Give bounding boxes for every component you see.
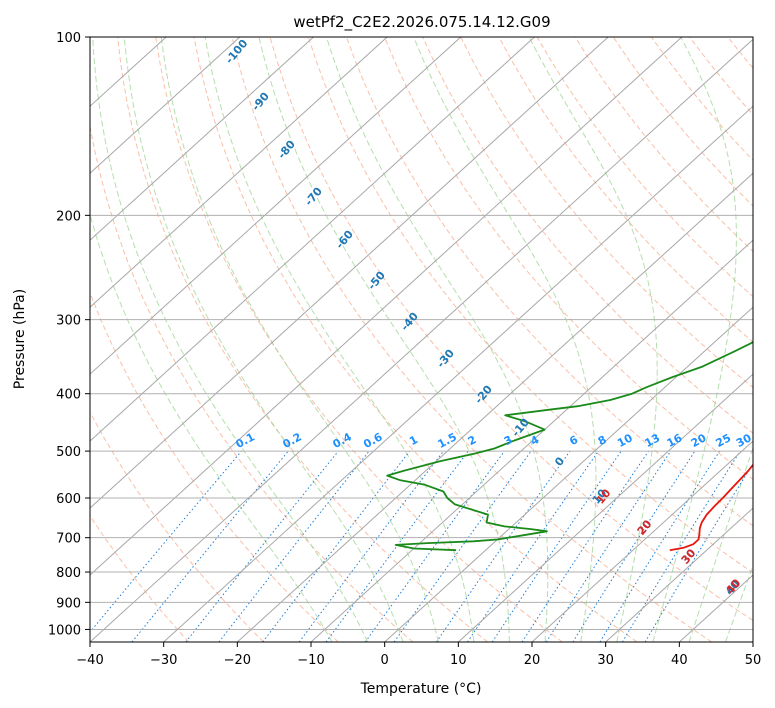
moist-adiabat-line bbox=[92, 37, 369, 642]
x-tick-label: −40 bbox=[76, 653, 103, 668]
dry-adiabat-line bbox=[269, 37, 753, 622]
x-axis-label: Temperature (°C) bbox=[360, 681, 482, 697]
isotherm-line bbox=[90, 37, 241, 174]
dry-adiabat-line bbox=[90, 411, 264, 642]
y-tick-label: 700 bbox=[56, 532, 81, 547]
y-tick-label: 900 bbox=[56, 596, 81, 611]
isotherm-line bbox=[90, 37, 609, 509]
mixing-ratio-line bbox=[90, 450, 242, 633]
moist-adiabat-line bbox=[90, 212, 333, 642]
isotherm-line bbox=[457, 373, 753, 642]
dry-adiabat-line bbox=[117, 37, 488, 642]
mixing-ratio-line bbox=[521, 450, 650, 642]
y-tick-label: 200 bbox=[56, 209, 81, 224]
mixing-ratio-label: 10 bbox=[615, 431, 635, 450]
y-tick-label: 300 bbox=[56, 314, 81, 329]
mixing-ratio-line bbox=[364, 450, 505, 642]
mixing-ratio-line bbox=[491, 450, 622, 642]
x-tick-label: 10 bbox=[450, 653, 467, 668]
dry-adiabat-line bbox=[766, 37, 775, 642]
mixing-ratio-line bbox=[545, 450, 672, 642]
dry-adiabat-line bbox=[307, 37, 753, 574]
isotherm-line bbox=[236, 172, 753, 642]
y-tick-label: 400 bbox=[56, 388, 81, 403]
isotherm-line bbox=[90, 37, 388, 308]
plot-frame bbox=[89, 36, 754, 643]
x-tick-label: 30 bbox=[597, 653, 614, 668]
dry-adiabat-line bbox=[345, 37, 753, 527]
dry-adiabat-line bbox=[155, 37, 563, 642]
mixing-ratio-line bbox=[435, 450, 571, 642]
moist-adiabat-line bbox=[123, 37, 404, 642]
moist-adiabat-line bbox=[258, 37, 510, 642]
mixing-ratio-label: 13 bbox=[643, 431, 663, 450]
profile-lines bbox=[386, 341, 753, 552]
dewpoint-profile-line bbox=[386, 341, 753, 552]
isotherm-line bbox=[605, 507, 753, 642]
mixing-ratio-line bbox=[131, 450, 289, 642]
mixing-ratio-line bbox=[621, 450, 741, 642]
y-axis: 100 200 300 400 500 600 700 800 900 1000 bbox=[48, 31, 90, 638]
x-tick-label: −30 bbox=[150, 653, 177, 668]
isotherm-line bbox=[90, 37, 314, 241]
dry-adiabat-line bbox=[536, 37, 753, 298]
moist-adiabat-line bbox=[160, 37, 439, 642]
background-lines bbox=[90, 37, 775, 642]
isotherm-line bbox=[752, 641, 753, 642]
moist-adiabat-line bbox=[688, 446, 753, 642]
y-tick-label: 800 bbox=[56, 566, 81, 581]
isotherm-line bbox=[90, 37, 462, 375]
moist-adiabat-line bbox=[413, 37, 597, 642]
x-tick-label: −20 bbox=[224, 653, 251, 668]
y-axis-label: Pressure (hPa) bbox=[12, 289, 28, 389]
x-tick-label: 40 bbox=[671, 653, 688, 668]
mixing-ratio-label: 30 bbox=[734, 431, 754, 450]
mixing-ratio-label: 16 bbox=[665, 431, 685, 450]
moist-adiabat-line bbox=[204, 37, 475, 642]
x-tick-label: 20 bbox=[524, 653, 541, 668]
chart-title: wetPf2_C2E2.2026.075.14.12.G09 bbox=[293, 13, 550, 32]
isotherm-line bbox=[163, 105, 753, 642]
y-tick-label: 1000 bbox=[48, 623, 81, 638]
x-tick-label: −10 bbox=[297, 653, 324, 668]
y-tick-label: 600 bbox=[56, 492, 81, 507]
moist-adiabat-line bbox=[326, 37, 549, 642]
isotherm-line bbox=[531, 440, 753, 642]
mixing-ratio-line bbox=[572, 450, 696, 642]
grid-lines bbox=[90, 37, 753, 642]
x-tick-label: 50 bbox=[745, 653, 762, 668]
temperature-profile-line bbox=[669, 463, 753, 552]
dry-adiabat-line bbox=[422, 37, 753, 434]
isotherm-line bbox=[90, 37, 683, 576]
y-tick-label: 100 bbox=[56, 31, 81, 46]
mixing-ratio-label: 25 bbox=[714, 431, 734, 450]
mixing-ratio-line bbox=[467, 450, 599, 642]
mixing-ratio-line bbox=[185, 450, 339, 642]
x-tick-label: 0 bbox=[381, 653, 389, 668]
mixing-ratio-line bbox=[325, 450, 469, 642]
isotherm-line bbox=[90, 38, 753, 642]
isotherm-line bbox=[384, 306, 753, 642]
isotherm-line bbox=[310, 239, 753, 642]
mixing-ratio-line bbox=[644, 462, 753, 642]
isotherm-line bbox=[90, 37, 535, 442]
x-axis: −40 −30 −20 −10 0 10 20 30 40 50 bbox=[76, 642, 761, 668]
y-tick-label: 500 bbox=[56, 445, 81, 460]
dry-adiabat-line bbox=[193, 37, 638, 642]
mixing-ratio-label: 20 bbox=[689, 431, 709, 450]
mixing-ratio-line bbox=[298, 450, 444, 642]
moist-adiabat-line bbox=[652, 37, 737, 642]
dry-adiabat-line bbox=[498, 37, 753, 343]
